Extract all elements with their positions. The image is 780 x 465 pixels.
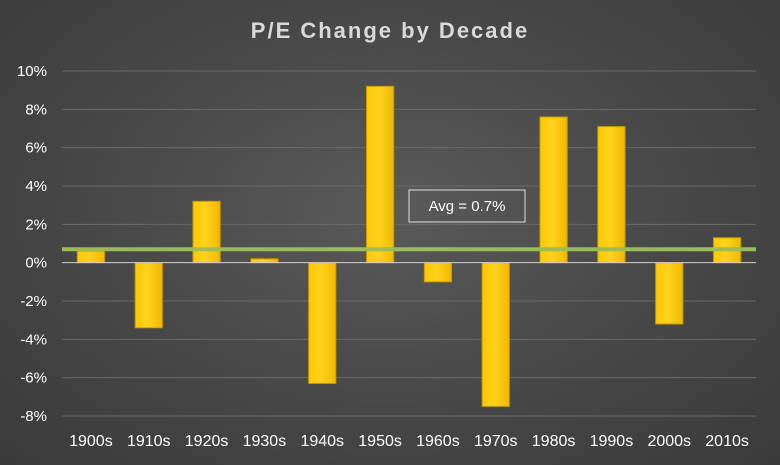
- y-axis: 10% 8% 6% 4% 2% 0% -2% -4% -6% -8%: [17, 63, 47, 425]
- y-tick-label: 6%: [25, 140, 47, 157]
- y-tick-label: 0%: [25, 255, 47, 272]
- x-tick-label: 1980s: [532, 433, 576, 450]
- bar-1900s: [76, 250, 106, 264]
- x-tick-label: 1960s: [416, 433, 460, 450]
- y-tick-label: -6%: [20, 370, 47, 387]
- y-tick-label: 8%: [25, 101, 47, 118]
- x-tick-label: 1910s: [127, 433, 171, 450]
- x-tick-label: 1950s: [358, 433, 402, 450]
- x-tick-label: 1900s: [69, 433, 113, 450]
- y-tick-label: -8%: [20, 408, 47, 425]
- x-tick-label: 1940s: [300, 433, 344, 450]
- bar-1960s: [423, 262, 453, 283]
- y-tick-label: 4%: [25, 178, 47, 195]
- y-tick-label: -2%: [20, 293, 47, 310]
- bar-1910s: [134, 262, 163, 329]
- x-tick-label: 1920s: [185, 433, 229, 450]
- x-axis: 1900s 1910s 1920s 1930s 1940s 1950s 1960s 1970s…: [69, 433, 749, 450]
- average-marker: Avg = 0.7%: [62, 189, 756, 252]
- x-tick-label: 1970s: [474, 433, 518, 450]
- chart-title: P/E Change by Decade: [251, 18, 529, 43]
- y-tick-label: 2%: [25, 216, 47, 233]
- x-tick-label: 2010s: [705, 433, 749, 450]
- x-tick-label: 2000s: [647, 433, 691, 450]
- bar-1980s: [539, 116, 568, 264]
- bar-1940s: [308, 262, 337, 384]
- y-tick-label: -4%: [20, 331, 47, 348]
- bar-1950s: [365, 85, 395, 264]
- bar-1990s: [597, 126, 626, 264]
- bars: [76, 85, 742, 407]
- y-tick-label: 10%: [17, 63, 47, 80]
- bar-2000s: [655, 262, 684, 325]
- grid-lines: [62, 70, 756, 417]
- bar-1920s: [192, 200, 221, 264]
- x-tick-label: 1930s: [243, 433, 287, 450]
- x-tick-label: 1990s: [590, 433, 634, 450]
- average-label-box: [408, 189, 526, 223]
- bar-1930s: [250, 258, 279, 264]
- bar-1970s: [481, 262, 510, 407]
- average-label: Avg = 0.7%: [429, 198, 506, 215]
